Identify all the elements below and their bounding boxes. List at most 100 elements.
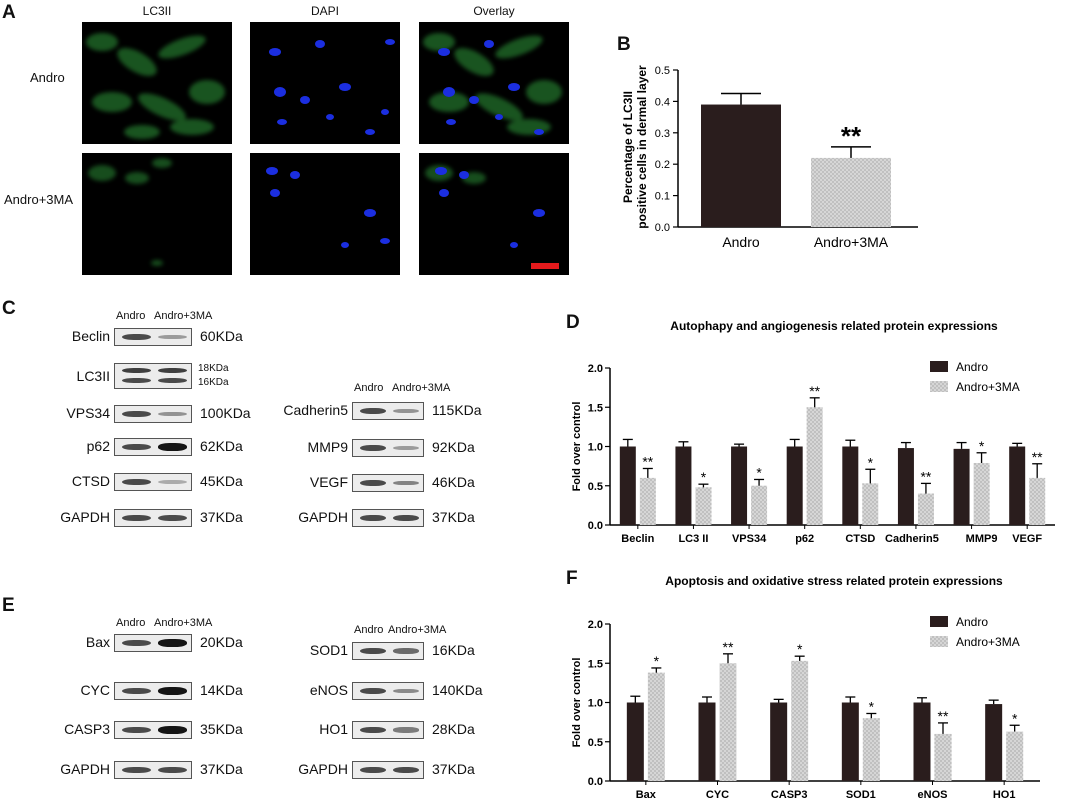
band <box>360 408 386 414</box>
bar-andro-3ma-casp3 <box>791 660 809 781</box>
x-tick-label: VPS34 <box>732 533 767 545</box>
kda-label-gapdh: 37KDa <box>432 509 475 525</box>
bar-andro-vegf <box>1009 446 1026 525</box>
blot-label-ctsd: CTSD <box>71 473 110 489</box>
blot-strip-gapdh <box>114 761 192 779</box>
bar-andro-mmp9 <box>953 448 970 525</box>
y-tick-label: 0.5 <box>588 481 603 493</box>
blot-strip-gapdh <box>352 509 424 527</box>
band <box>360 480 386 486</box>
panel-label-d: D <box>566 312 580 333</box>
significance-mark: * <box>654 653 660 669</box>
blot-label-lc3ii: LC3II <box>76 368 110 384</box>
significance-mark: ** <box>642 453 653 469</box>
significance-mark: ** <box>1032 449 1043 465</box>
row-label-andro-3ma: Andro+3MA <box>4 192 74 207</box>
band <box>360 648 386 654</box>
chart-f: Apoptosis and oxidative stress related p… <box>571 574 1040 799</box>
chart-title: Autophapy and angiogenesis related prote… <box>670 319 998 333</box>
x-tick-label: CTSD <box>845 533 875 545</box>
y-tick-label: 0.0 <box>588 776 603 788</box>
band <box>393 515 419 521</box>
band <box>158 443 187 451</box>
column-title-dapi: DAPI <box>310 4 339 18</box>
y-tick-label: 2.0 <box>588 619 603 631</box>
blot-strip-enos <box>352 682 424 700</box>
bar-andro-ctsd <box>842 446 859 525</box>
blot-label-gapdh: GAPDH <box>298 509 348 525</box>
blot-strip-vps34 <box>114 405 192 423</box>
legend-label-andro: Andro <box>956 615 988 629</box>
band <box>360 727 386 733</box>
panel-label-b: B <box>617 34 631 55</box>
band <box>122 515 151 521</box>
kda-label-bottom: 16KDa <box>198 377 229 388</box>
y-axis-label-line-2: positive cells in dermal layer <box>635 65 649 229</box>
blot-strip-beclin <box>114 328 192 346</box>
kda-label-top: 18KDa <box>198 363 229 374</box>
chart-title: Apoptosis and oxidative stress related p… <box>665 574 1003 588</box>
y-tick-label: 1.5 <box>588 658 603 670</box>
chart-d: Autophapy and angiogenesis related prote… <box>571 319 1055 545</box>
lane-label-andro-3ma: Andro+3MA <box>392 382 451 394</box>
band <box>122 334 151 340</box>
bar-andro-3ma-bax <box>647 672 665 781</box>
bar-andro-enos <box>913 702 931 781</box>
image-dapi-andro <box>250 22 400 144</box>
image-lc3ii-andro-3ma <box>82 153 232 275</box>
band <box>122 368 151 373</box>
blot-strip-lc3ii <box>114 363 192 389</box>
bar-andro-lc3-ii <box>675 446 692 525</box>
column-title-overlay: Overlay <box>473 4 515 18</box>
blot-label-vps34: VPS34 <box>66 405 110 421</box>
blot-strip-p62 <box>114 438 192 456</box>
bar-andro-3ma-enos <box>934 733 952 781</box>
band <box>158 515 187 521</box>
chart-b: 0.0 0.1 0.2 0.3 0.4 0.5 Percentage of LC3II pos… <box>621 65 918 250</box>
band <box>360 445 386 451</box>
bar-andro-3ma-ho1 <box>1006 731 1024 781</box>
x-tick-label: CYC <box>706 789 729 799</box>
scale-bar <box>531 263 559 269</box>
legend-label-andro-3ma: Andro+3MA <box>956 635 1020 649</box>
blot-strip-gapdh <box>352 761 424 779</box>
kda-label-gapdh: 37KDa <box>200 509 243 525</box>
panel-label-f: F <box>566 568 578 589</box>
y-tick-label: 1.5 <box>588 402 603 414</box>
blot-strip-bax <box>114 634 192 652</box>
band <box>122 411 151 417</box>
column-title-lc3ii: LC3II <box>142 4 172 18</box>
y-tick-label: 1.0 <box>588 698 603 710</box>
blot-label-vegf: VEGF <box>309 474 348 490</box>
band <box>158 378 187 383</box>
x-tick-label: HO1 <box>993 789 1016 799</box>
kda-label-gapdh: 37KDa <box>432 761 475 777</box>
kda-label-cadherin5: 115KDa <box>432 402 482 418</box>
kda-label-vps34: 100KDa <box>200 405 251 421</box>
significance-mark: ** <box>841 121 862 151</box>
blot-strip-vegf <box>352 474 424 492</box>
bar-andro-p62 <box>786 446 803 525</box>
band <box>158 639 187 647</box>
y-tick-label: 0.5 <box>588 737 603 749</box>
lane-label-andro-3ma: Andro+3MA <box>154 310 213 322</box>
blot-strip-sod1 <box>352 642 424 660</box>
blot-label-casp3: CASP3 <box>64 721 110 737</box>
kda-label-enos: 140KDa <box>432 682 483 698</box>
bar-andro-3ma <box>811 157 891 227</box>
blot-label-sod1: SOD1 <box>309 642 348 658</box>
y-tick-label: 2.0 <box>588 363 603 375</box>
significance-mark: * <box>1012 710 1018 726</box>
significance-mark: ** <box>723 639 734 655</box>
blot-strip-cadherin5 <box>352 402 424 420</box>
kda-label-ctsd: 45KDa <box>200 473 243 489</box>
lane-label-andro: Andro <box>354 624 384 636</box>
legend-swatch-andro-3ma <box>930 381 948 392</box>
y-tick-label: 0.0 <box>588 520 603 532</box>
blot-strip-gapdh <box>114 509 192 527</box>
y-tick-label: 1.0 <box>588 442 603 454</box>
band <box>122 479 151 485</box>
bar-andro-3ma-cyc <box>719 663 737 781</box>
significance-mark: * <box>869 698 875 714</box>
bar-andro-3ma-vegf <box>1029 477 1046 525</box>
